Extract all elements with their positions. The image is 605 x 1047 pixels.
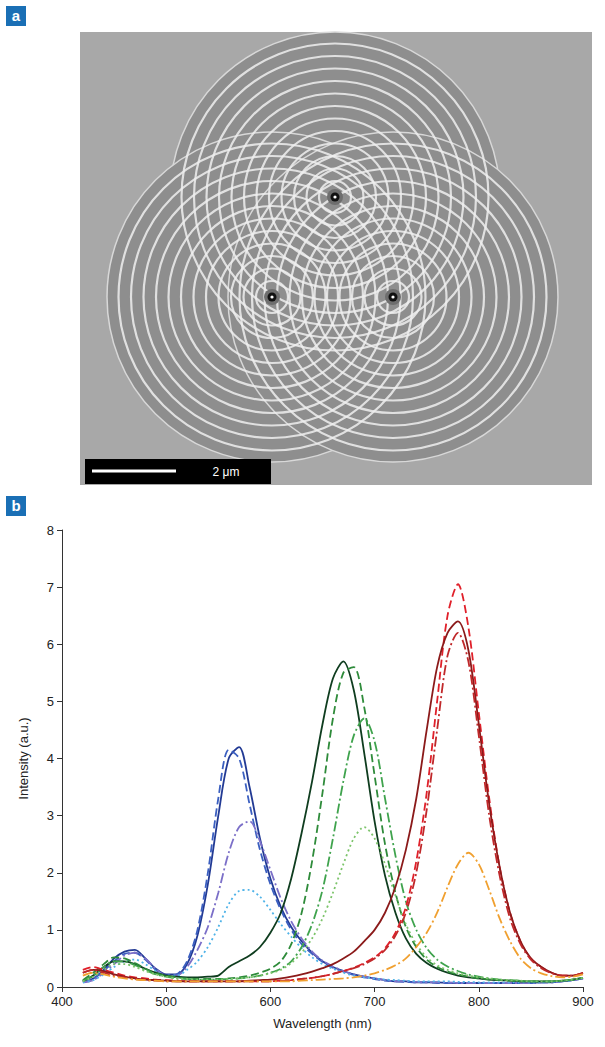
svg-text:3: 3 bbox=[47, 808, 54, 823]
svg-text:Intensity (a.u.): Intensity (a.u.) bbox=[16, 717, 31, 799]
svg-text:5: 5 bbox=[47, 694, 54, 709]
svg-text:4: 4 bbox=[47, 751, 54, 766]
svg-text:2: 2 bbox=[47, 865, 54, 880]
svg-text:6: 6 bbox=[47, 637, 54, 652]
svg-text:8: 8 bbox=[47, 523, 54, 538]
html-text:b: b bbox=[11, 497, 21, 514]
svg-text:1: 1 bbox=[47, 922, 54, 937]
svg-text:800: 800 bbox=[468, 994, 490, 1009]
svg-text:0: 0 bbox=[47, 980, 54, 995]
html-text:a: a bbox=[11, 7, 21, 24]
svg-text:700: 700 bbox=[364, 994, 386, 1009]
svg-text:Wavelength (nm): Wavelength (nm) bbox=[273, 1016, 372, 1031]
svg-text:600: 600 bbox=[260, 994, 282, 1009]
svg-text:400: 400 bbox=[51, 994, 73, 1009]
svg-text:7: 7 bbox=[47, 580, 54, 595]
svg-text:500: 500 bbox=[155, 994, 177, 1009]
svg-text:2 μm: 2 μm bbox=[213, 465, 240, 479]
svg-text:900: 900 bbox=[572, 994, 594, 1009]
